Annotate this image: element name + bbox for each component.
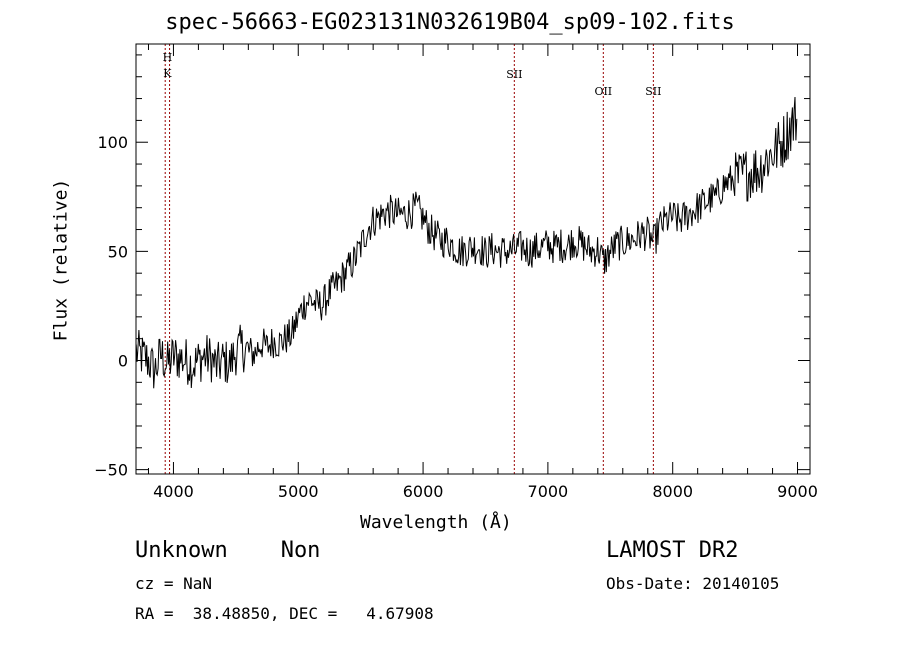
chart-title: spec-56663-EG023131N032619B04_sp09-102.f… xyxy=(165,10,735,35)
x-tick-label: 8000 xyxy=(652,482,693,501)
x-axis-label: Wavelength (Å) xyxy=(360,512,512,533)
redshift-text: cz = NaN xyxy=(135,574,213,593)
survey-label: LAMOST DR2 xyxy=(606,538,739,563)
x-tick-label: 4000 xyxy=(153,482,194,501)
plot-frame xyxy=(135,43,811,475)
spectral-line-label: OII xyxy=(594,85,612,98)
classification-text: Unknown Non xyxy=(135,538,321,563)
spectral-line-label: SII xyxy=(645,85,661,98)
x-tick-label: 7000 xyxy=(528,482,569,501)
spectral-line-label: H xyxy=(163,51,173,64)
x-tick-label: 5000 xyxy=(278,482,319,501)
plot-layer: HK SII OII SII 4000 5000 6000 7000 8000 9000 −50 0 5… xyxy=(94,43,818,501)
coordinates-text: RA = 38.48850, DEC = 4.67908 xyxy=(135,604,434,623)
y-tick-label: 0 xyxy=(118,351,128,370)
spectral-line-label: SII xyxy=(506,68,522,81)
x-tick-label: 6000 xyxy=(403,482,444,501)
y-axis-label: Flux (relative) xyxy=(50,178,72,342)
spectrum-line xyxy=(135,96,798,389)
y-tick-label: 50 xyxy=(108,242,128,261)
y-tick-label: 100 xyxy=(97,133,128,152)
spectral-line-label: K xyxy=(163,67,172,80)
x-tick-label: 9000 xyxy=(777,482,818,501)
y-tick-label: −50 xyxy=(94,461,128,480)
observation-date: Obs-Date: 20140105 xyxy=(606,574,780,593)
